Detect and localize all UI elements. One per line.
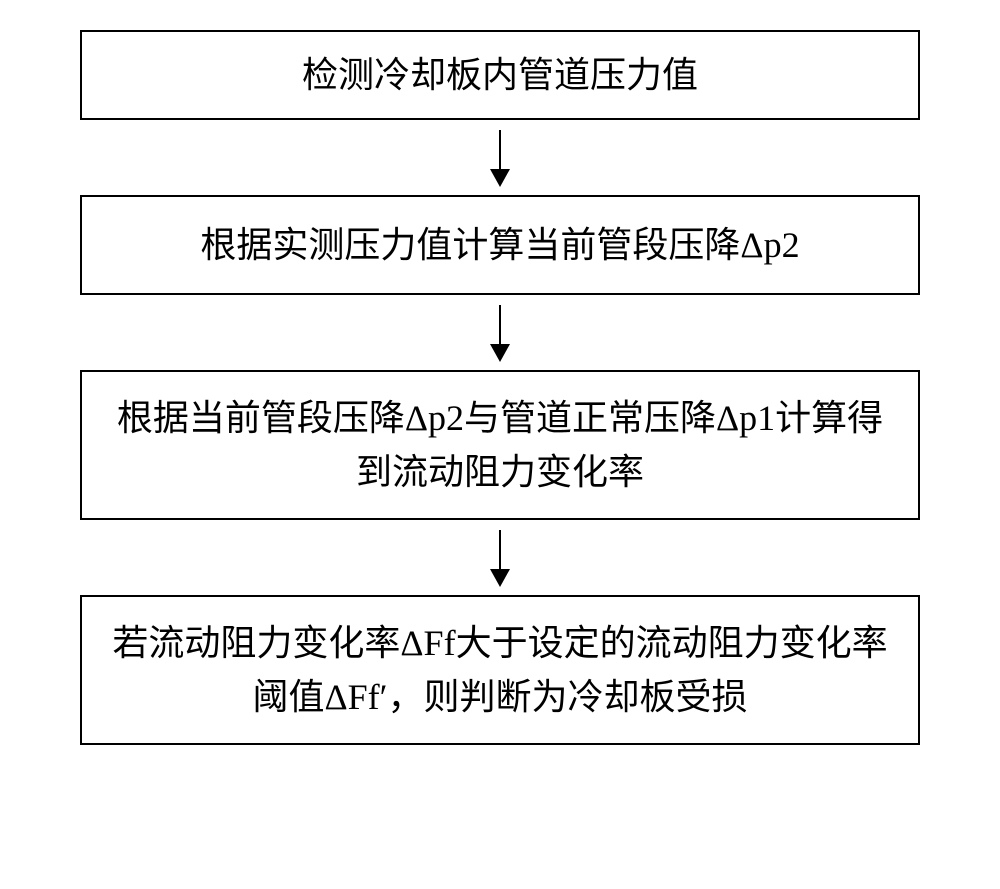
flowchart-step-3: 根据当前管段压降Δp2与管道正常压降Δp1计算得到流动阻力变化率	[80, 370, 920, 520]
arrow-3-container	[499, 520, 501, 595]
step-1-text: 检测冷却板内管道压力值	[302, 48, 698, 102]
arrow-down-icon	[499, 130, 501, 185]
flowchart-step-2: 根据实测压力值计算当前管段压降Δp2	[80, 195, 920, 295]
arrow-down-icon	[499, 305, 501, 360]
arrow-2-container	[499, 295, 501, 370]
arrow-1-container	[499, 120, 501, 195]
arrow-down-icon	[499, 530, 501, 585]
step-2-text: 根据实测压力值计算当前管段压降Δp2	[200, 218, 799, 272]
flowchart-container: 检测冷却板内管道压力值 根据实测压力值计算当前管段压降Δp2 根据当前管段压降Δ…	[0, 30, 1000, 745]
flowchart-step-1: 检测冷却板内管道压力值	[80, 30, 920, 120]
step-4-text: 若流动阻力变化率ΔFf大于设定的流动阻力变化率阈值ΔFf′，则判断为冷却板受损	[102, 616, 898, 724]
flowchart-step-4: 若流动阻力变化率ΔFf大于设定的流动阻力变化率阈值ΔFf′，则判断为冷却板受损	[80, 595, 920, 745]
step-3-text: 根据当前管段压降Δp2与管道正常压降Δp1计算得到流动阻力变化率	[102, 391, 898, 499]
